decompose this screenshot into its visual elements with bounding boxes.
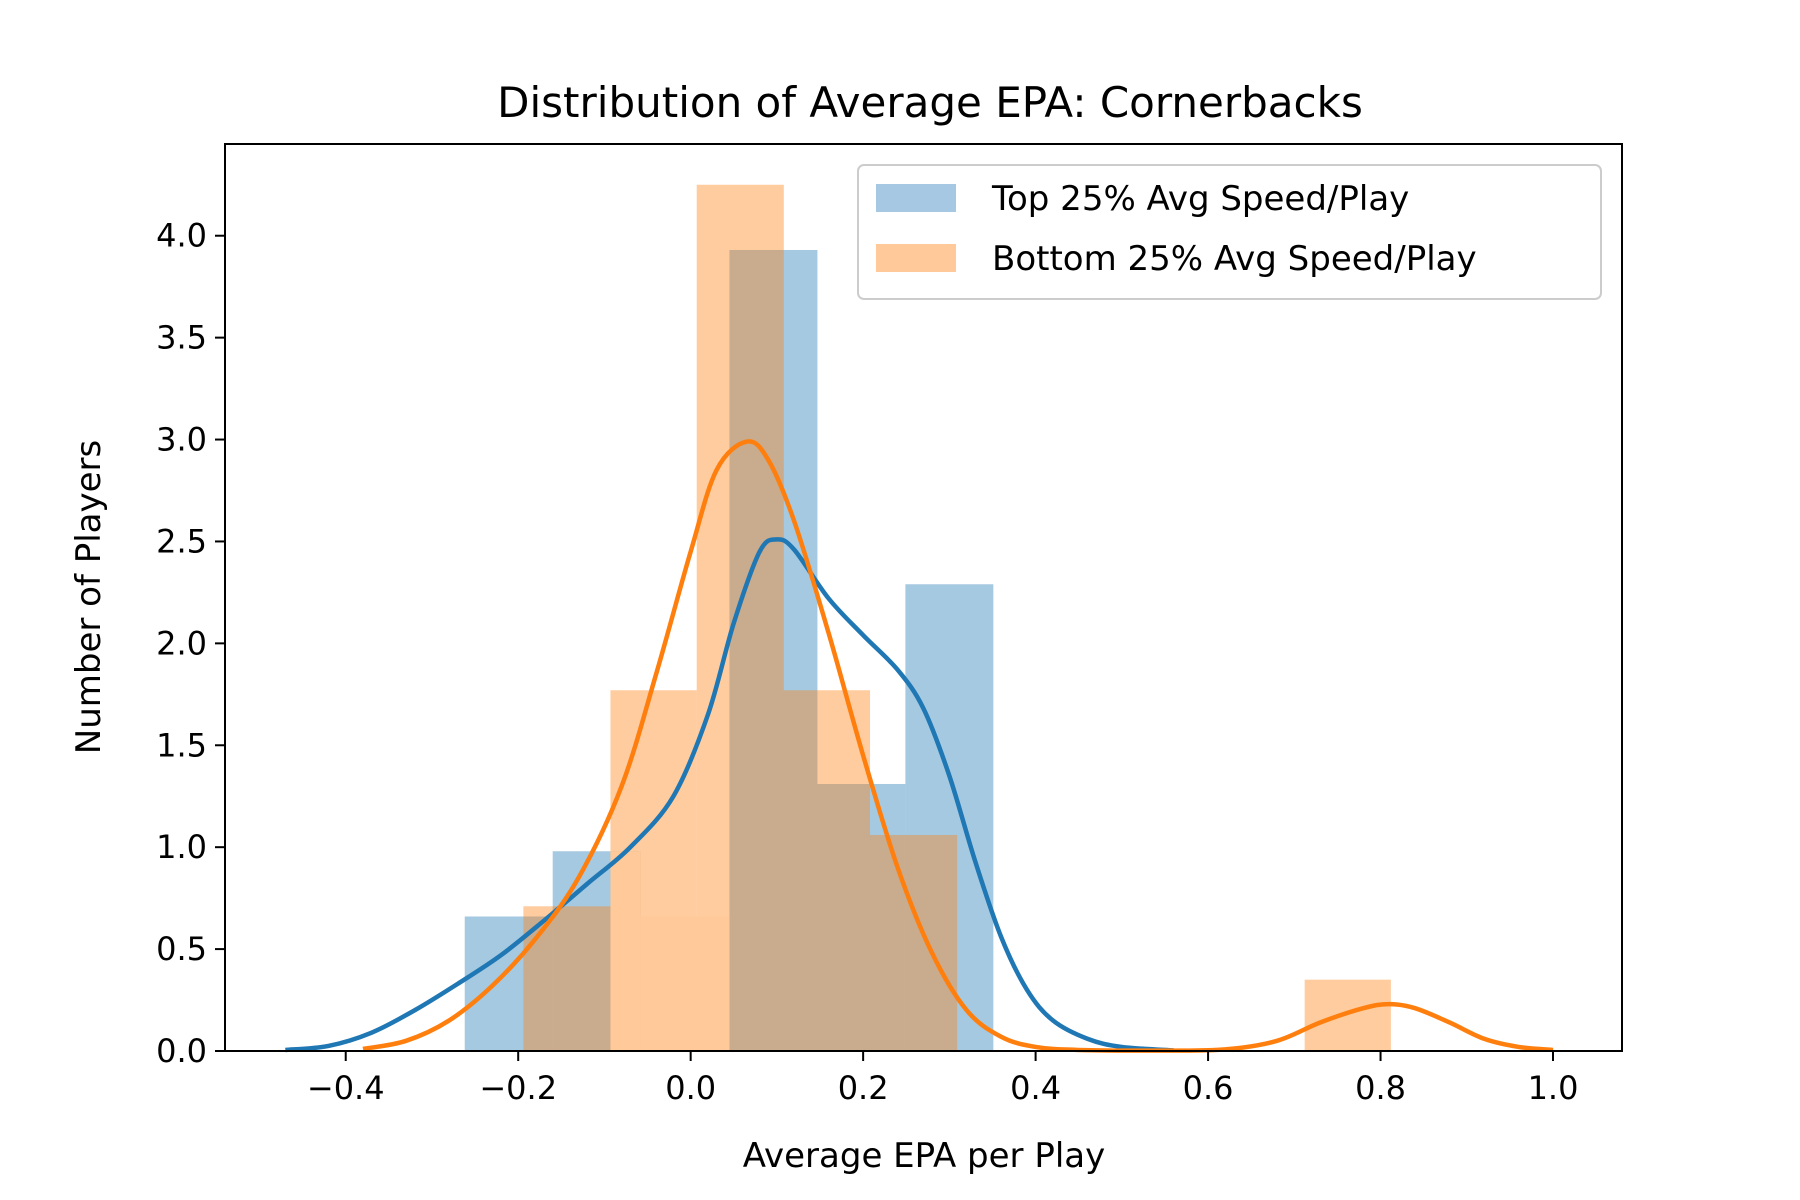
legend-label-bottom: Bottom 25% Avg Speed/Play xyxy=(992,239,1477,279)
chart-title: Distribution of Average EPA: Cornerbacks xyxy=(497,78,1363,127)
histogram-overlay-bar-1 xyxy=(640,916,730,1051)
x-tick-label: 0.2 xyxy=(838,1069,889,1107)
x-axis-label: Average EPA per Play xyxy=(743,1136,1106,1176)
y-tick-label: 2.0 xyxy=(156,624,207,662)
kde-curves xyxy=(285,439,1554,1053)
x-tick-label: −0.4 xyxy=(307,1069,385,1107)
legend-swatch-top xyxy=(876,184,956,212)
y-tick-label: 3.0 xyxy=(156,421,207,459)
legend-label-top: Top 25% Avg Speed/Play xyxy=(991,179,1409,219)
y-tick-label: 2.5 xyxy=(156,522,207,560)
histogram-overlay-bar-0 xyxy=(610,851,641,1051)
plot-frame xyxy=(224,143,1623,1052)
x-tick-label: 0.6 xyxy=(1183,1069,1234,1107)
kde-line-top xyxy=(285,537,1174,1053)
y-tick-label: 1.5 xyxy=(156,726,207,764)
histogram-bar-top-4 xyxy=(817,783,906,1051)
legend: Top 25% Avg Speed/Play Bottom 25% Avg Sp… xyxy=(857,164,1602,300)
histogram-bar-top-3 xyxy=(729,249,818,1051)
y-axis-label: Number of Players xyxy=(69,440,109,754)
x-tick-label: 0.4 xyxy=(1010,1069,1061,1107)
histogram-bar-bottom-2 xyxy=(696,184,784,1051)
histogram-overlay-bars xyxy=(610,851,730,1051)
y-axis-ticks: 0.0 0.5 1.0 1.5 2.0 2.5 3.0 3.5 4.0 xyxy=(156,217,225,1070)
y-tick-label: 4.0 xyxy=(156,217,207,255)
legend-box xyxy=(857,164,1602,300)
y-tick-label: 0.5 xyxy=(156,930,207,968)
x-tick-label: 0.0 xyxy=(665,1069,716,1107)
legend-swatch-bottom xyxy=(876,244,956,272)
x-tick-label: 0.8 xyxy=(1355,1069,1406,1107)
histogram-bar-bottom-0 xyxy=(523,906,611,1051)
y-tick-label: 1.0 xyxy=(156,828,207,866)
y-tick-label: 0.0 xyxy=(156,1032,207,1070)
x-axis-ticks: −0.4 −0.2 0.0 0.2 0.4 0.6 0.8 1.0 xyxy=(307,1051,1579,1107)
histogram-bars xyxy=(464,184,1391,1051)
x-tick-label: 1.0 xyxy=(1528,1069,1579,1107)
histogram-bar-bottom-4 xyxy=(870,834,958,1051)
histogram-bar-bottom-3 xyxy=(783,690,871,1051)
x-tick-label: −0.2 xyxy=(479,1069,557,1107)
kde-line-bottom xyxy=(362,439,1554,1053)
y-tick-label: 3.5 xyxy=(156,319,207,357)
histogram-bar-top-5 xyxy=(905,584,994,1051)
histogram-bar-bottom-9 xyxy=(1304,979,1391,1051)
